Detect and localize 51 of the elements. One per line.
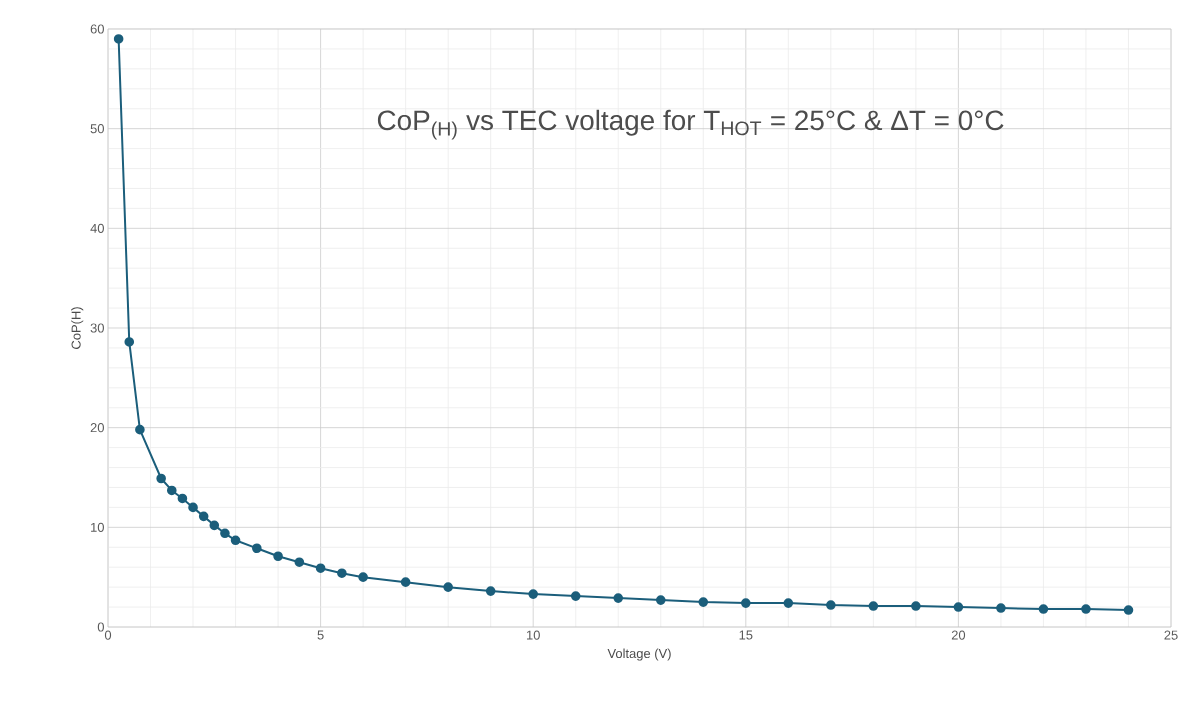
point: [135, 424, 145, 435]
point: [528, 589, 538, 599]
x-tick-label: 25: [1164, 630, 1178, 640]
point: [124, 337, 135, 347]
point: [953, 602, 964, 612]
x-tick-label: 10: [526, 630, 540, 640]
y-tick-label: 30: [90, 323, 104, 333]
point: [485, 586, 496, 596]
point: [868, 601, 879, 611]
point: [177, 493, 188, 504]
x-tick-label: 5: [317, 630, 324, 640]
point: [826, 600, 836, 610]
point: [113, 34, 124, 44]
point: [358, 572, 368, 582]
point: [273, 551, 283, 562]
y-axis-title: CoP(H): [71, 307, 84, 349]
point: [655, 595, 666, 605]
point: [1038, 604, 1049, 614]
point: [198, 511, 209, 522]
point: [783, 598, 794, 608]
y-tick-label: 20: [90, 423, 104, 433]
x-axis-title: Voltage (V): [607, 648, 671, 661]
point: [337, 568, 347, 578]
x-tick-label: 20: [951, 630, 966, 640]
point: [188, 502, 198, 513]
y-tick-label: 10: [91, 522, 104, 532]
point: [252, 543, 262, 554]
point: [996, 603, 1006, 613]
point: [911, 601, 921, 611]
point: [166, 485, 177, 496]
y-tick-label: 60: [90, 24, 104, 34]
point: [209, 520, 220, 531]
point: [443, 582, 453, 592]
text: CoP$_{(H)}$ vs TEC voltage for T$_{HOT}$ = 25°C & ΔT = 0°C: [377, 109, 1004, 140]
point: [220, 528, 230, 539]
point: [1123, 605, 1134, 615]
point: [315, 563, 326, 573]
y-tick-label: 0: [97, 622, 104, 632]
point: [294, 557, 305, 568]
point: [570, 591, 581, 601]
x-tick-label: 15: [739, 630, 753, 640]
x-tick-label: 0: [104, 630, 112, 640]
point: [400, 577, 411, 587]
y-tick-label: 50: [90, 124, 104, 134]
y-tick-label: 40: [90, 223, 104, 233]
point: [156, 473, 166, 484]
point: [230, 535, 241, 546]
point: [698, 597, 709, 607]
point: [741, 598, 751, 608]
point: [613, 593, 624, 603]
point: [1081, 604, 1091, 614]
